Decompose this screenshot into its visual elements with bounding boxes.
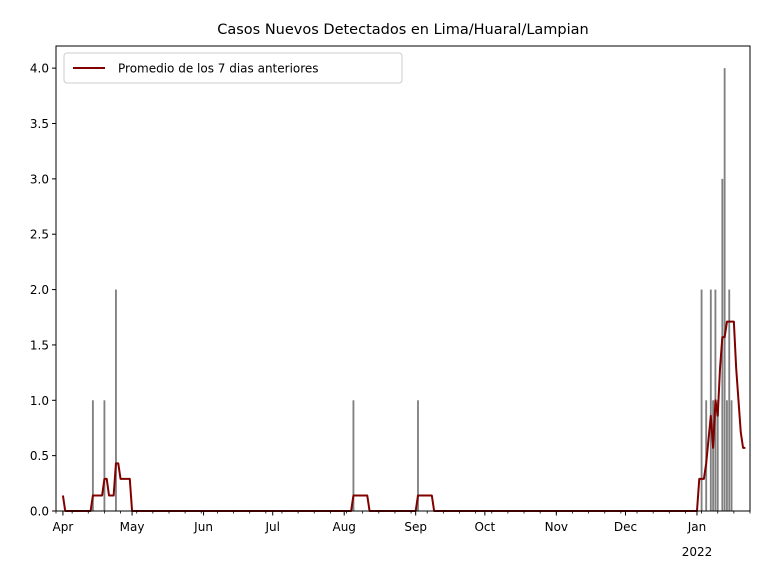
- y-tick-label: 0.0: [30, 505, 49, 519]
- x-tick-year-label: 2022: [682, 545, 713, 559]
- x-tick-label: Dec: [614, 520, 637, 534]
- y-tick-label: 3.0: [30, 172, 49, 186]
- y-tick-label: 1.0: [30, 394, 49, 408]
- legend-box: [63, 52, 403, 84]
- x-tick-label: Nov: [545, 520, 568, 534]
- x-tick-label: Jul: [264, 520, 279, 534]
- bar: [730, 400, 733, 511]
- bar: [700, 289, 703, 511]
- y-tick-label: 2.5: [30, 228, 49, 242]
- y-tick-label: 0.5: [30, 449, 49, 463]
- legend-label: Promedio de los 7 dias anteriores: [118, 62, 319, 76]
- x-tick-label: Aug: [332, 520, 355, 534]
- bar: [723, 68, 726, 512]
- x-tick-label: Oct: [474, 520, 495, 534]
- axes-layer: 0.0 0.5 1.0 1.5 2.0 2.5 3.0 3.5 4.0 Apr May Jun Jul A…: [30, 45, 751, 559]
- y-tick-label: 2.0: [30, 283, 49, 297]
- x-tick-label: Apr: [53, 520, 74, 534]
- y-tick-label: 4.0: [30, 62, 49, 76]
- y-tick-label: 1.5: [30, 338, 49, 352]
- bar: [352, 400, 355, 511]
- x-tick-label: May: [120, 520, 145, 534]
- y-tick-label: 3.5: [30, 117, 49, 131]
- x-tick-label: Jan: [687, 520, 707, 534]
- x-tick-label: Jun: [193, 520, 213, 534]
- bar: [115, 289, 117, 511]
- bar: [716, 400, 719, 511]
- bar: [712, 400, 715, 511]
- legend: Promedio de los 7 dias anteriores: [63, 52, 403, 84]
- bar: [91, 400, 94, 511]
- bar: [728, 289, 731, 511]
- bar: [726, 400, 728, 511]
- axes-frame: [55, 45, 751, 512]
- bar: [709, 289, 712, 511]
- bar: [103, 400, 106, 511]
- series-line: [61, 320, 746, 512]
- chart-title: Casos Nuevos Detectados en Lima/Huaral/L…: [217, 22, 589, 38]
- x-tick-label: Sep: [404, 520, 427, 534]
- bar: [417, 400, 419, 511]
- line-layer: [61, 320, 746, 512]
